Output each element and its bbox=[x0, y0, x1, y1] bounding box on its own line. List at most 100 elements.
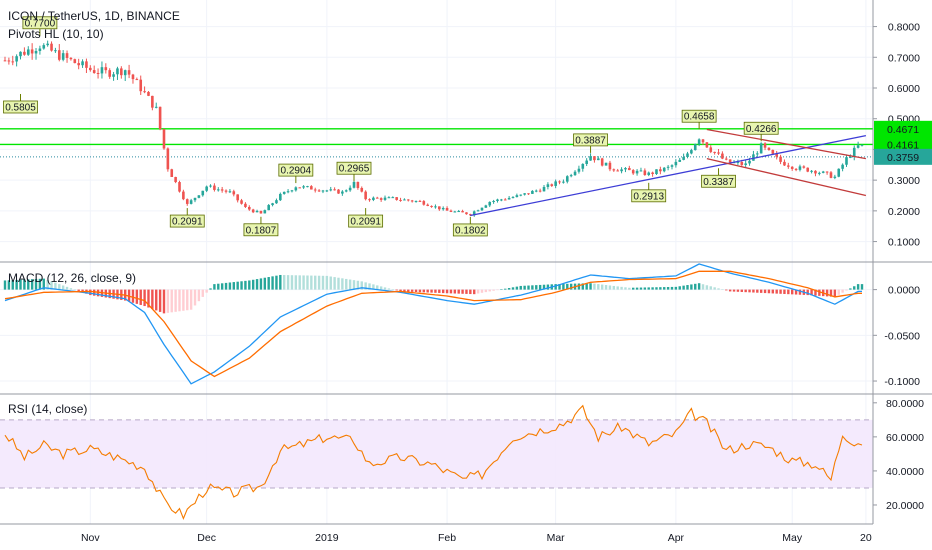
candle-body bbox=[771, 149, 775, 154]
macd-histogram-bar bbox=[445, 289, 449, 294]
candle-body bbox=[701, 139, 705, 143]
trendline bbox=[706, 128, 866, 160]
candle-body bbox=[34, 50, 38, 54]
candle-body bbox=[220, 189, 224, 191]
pivot-box bbox=[452, 223, 488, 237]
candle-body bbox=[185, 199, 189, 204]
macd-histogram-bar bbox=[302, 275, 305, 290]
macd-histogram-bar bbox=[345, 278, 348, 290]
candle-body bbox=[616, 170, 619, 172]
candle-body bbox=[65, 53, 69, 58]
macd-histogram-bar bbox=[682, 285, 685, 290]
candle-body bbox=[352, 181, 356, 188]
candle-body bbox=[403, 199, 406, 201]
candle-body bbox=[779, 156, 782, 162]
candle-body bbox=[453, 211, 457, 213]
macd-histogram-bar bbox=[523, 285, 526, 290]
x-tick-label: Nov bbox=[81, 532, 100, 544]
macd-histogram-bar bbox=[728, 289, 732, 292]
macd-histogram-bar bbox=[391, 289, 394, 290]
macd-histogram-bar bbox=[232, 282, 235, 290]
candle-body bbox=[422, 201, 426, 205]
macd-histogram-bar bbox=[624, 287, 627, 290]
candle-body bbox=[286, 191, 290, 193]
candle-body bbox=[670, 165, 674, 167]
macd-histogram-bar bbox=[787, 289, 790, 295]
candle-body bbox=[554, 181, 557, 186]
candle-body bbox=[484, 205, 488, 208]
candle-body bbox=[406, 199, 410, 201]
macd-histogram-bar bbox=[558, 284, 561, 290]
candle-body bbox=[30, 49, 34, 54]
pivot-box bbox=[169, 214, 205, 228]
macd-histogram-bar bbox=[69, 288, 73, 290]
macd-histogram-bar bbox=[663, 287, 666, 290]
macd-histogram-bar bbox=[298, 275, 301, 290]
macd-histogram-bar bbox=[220, 283, 224, 290]
candle-body bbox=[577, 168, 581, 172]
macd-histogram-bar bbox=[186, 289, 189, 311]
candle-body bbox=[527, 193, 530, 195]
candle-body bbox=[321, 190, 325, 192]
macd-histogram-bar bbox=[453, 289, 457, 294]
macd-histogram-bar bbox=[562, 283, 565, 290]
candle-body bbox=[310, 186, 313, 190]
resistance-level-label: 0.4161 bbox=[887, 139, 919, 151]
x-tick-label: Mar bbox=[547, 532, 566, 544]
macd-histogram-bar bbox=[407, 289, 410, 292]
macd-histogram-bar bbox=[178, 289, 181, 312]
candle-body bbox=[399, 199, 402, 201]
macd-histogram-bar bbox=[480, 289, 484, 293]
pivot-box bbox=[3, 100, 38, 114]
candle-body bbox=[267, 205, 270, 211]
candle-body bbox=[298, 187, 302, 189]
candle-body bbox=[480, 207, 484, 211]
macd-histogram-bar bbox=[620, 286, 623, 290]
candle-body bbox=[600, 158, 604, 166]
candle-body bbox=[224, 190, 228, 192]
price-tick-label: 0.3000 bbox=[888, 175, 920, 187]
candle-body bbox=[686, 153, 689, 158]
candle-body bbox=[496, 199, 499, 202]
macd-tick-label: -0.0500 bbox=[884, 330, 920, 342]
rsi-tick-label: 20.0000 bbox=[886, 500, 924, 512]
candle-body bbox=[697, 139, 701, 145]
rsi-title: RSI (14, close) bbox=[8, 402, 87, 416]
macd-histogram-bar bbox=[61, 285, 65, 290]
macd-histogram-bar bbox=[752, 289, 755, 293]
macd-histogram-bar bbox=[58, 284, 61, 290]
macd-histogram-bar bbox=[690, 284, 693, 290]
candle-body bbox=[100, 67, 104, 74]
trendline bbox=[706, 158, 867, 197]
candle-body bbox=[562, 181, 565, 183]
candle-body bbox=[573, 171, 577, 176]
candle-body bbox=[73, 59, 77, 64]
macd-histogram-bar bbox=[162, 289, 166, 314]
macd-histogram-bar bbox=[542, 284, 546, 290]
candle-body bbox=[717, 152, 720, 154]
candlesticks bbox=[3, 40, 864, 217]
macd-histogram-bar bbox=[709, 286, 712, 290]
candle-body bbox=[135, 79, 139, 81]
candle-body bbox=[337, 189, 340, 194]
macd-histogram-bar bbox=[418, 289, 422, 293]
macd-histogram-bar bbox=[224, 282, 228, 290]
macd-histogram-bar bbox=[290, 275, 294, 290]
price-tick-label: 0.7000 bbox=[888, 52, 920, 64]
pivot-label: 0.1807 bbox=[246, 225, 277, 236]
macd-tick-label: 0.0000 bbox=[888, 285, 920, 297]
price-tick-label: 0.1000 bbox=[888, 237, 920, 249]
candle-body bbox=[348, 187, 352, 191]
macd-histogram-bar bbox=[89, 289, 92, 296]
macd-histogram-bar bbox=[34, 278, 38, 290]
rsi-band bbox=[0, 419, 873, 488]
candle-body bbox=[368, 199, 371, 201]
macd-histogram-bar bbox=[476, 289, 480, 294]
candle-body bbox=[19, 51, 22, 57]
macd-histogram-bar bbox=[856, 284, 860, 290]
macd-histogram-bar bbox=[27, 279, 30, 290]
candle-body bbox=[209, 185, 212, 187]
resistance-level-label: 0.4671 bbox=[887, 124, 919, 136]
macd-histogram-bar bbox=[500, 289, 503, 290]
macd-histogram-bar bbox=[376, 285, 379, 290]
